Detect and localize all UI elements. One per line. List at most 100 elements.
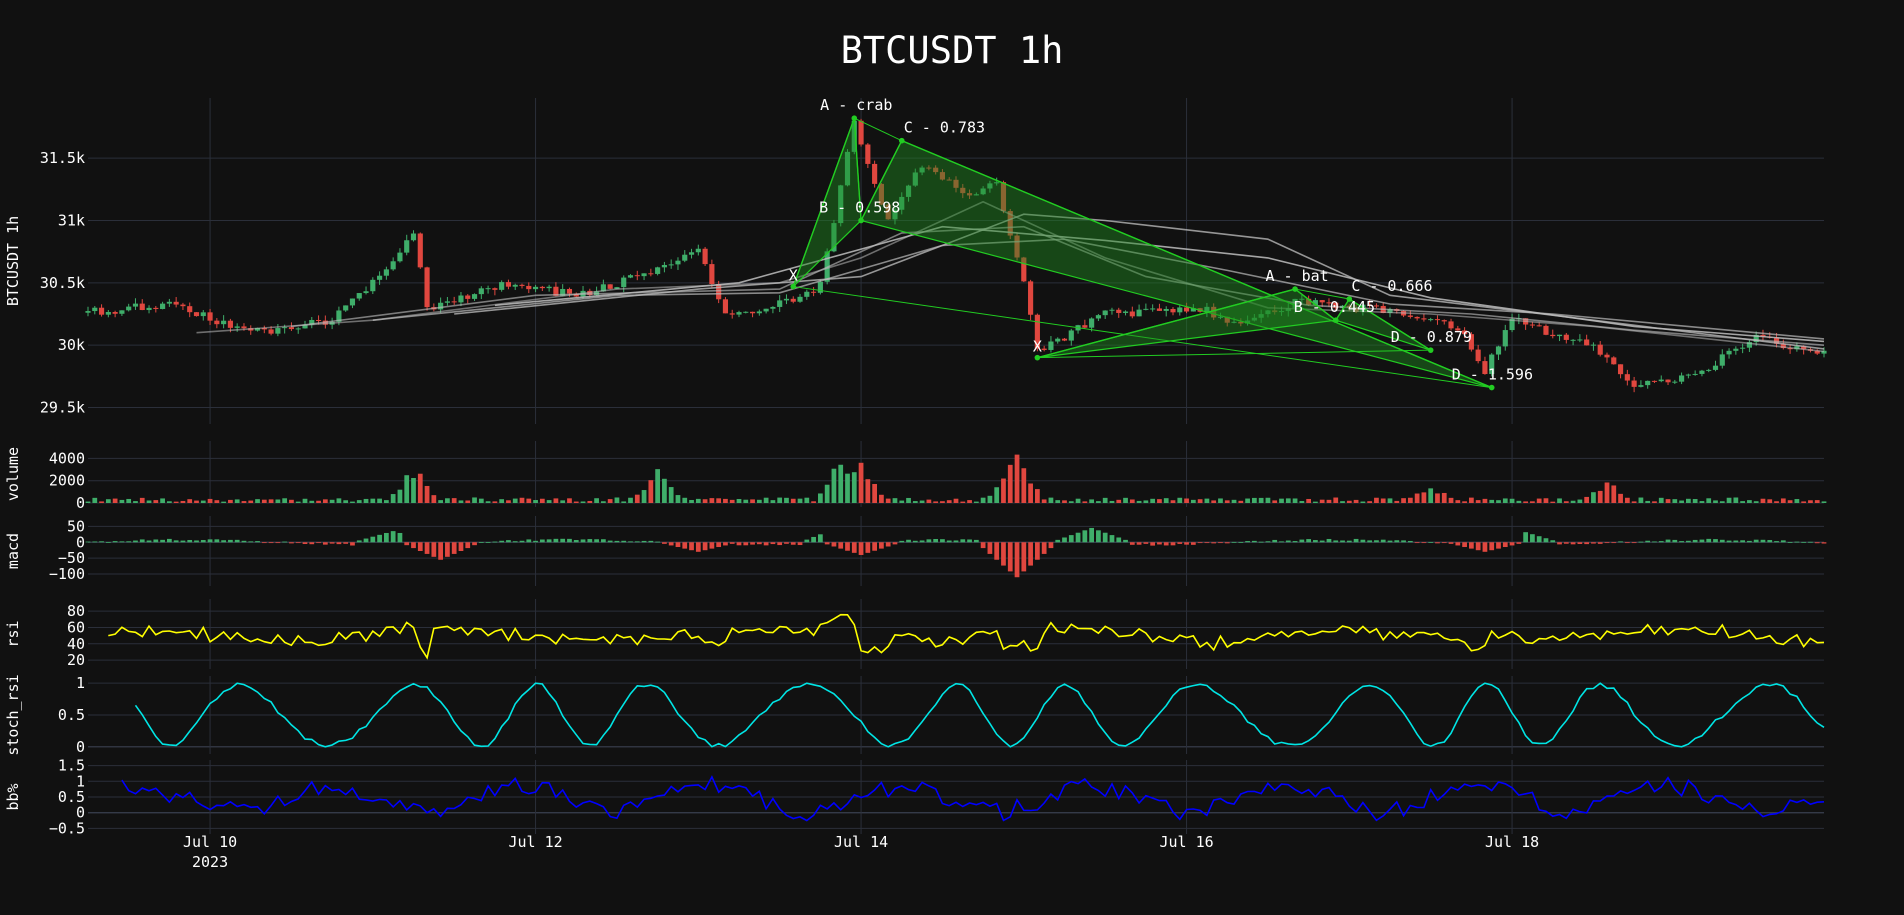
volume-bar [139,497,145,503]
macd-bar [1075,532,1081,543]
candle-body [1448,321,1454,329]
volume-bar [1353,499,1359,503]
volume-bar [1001,478,1006,503]
volume-bar [1462,501,1467,503]
macd-bar [1814,542,1820,544]
volume-bar [1475,500,1481,503]
moving-average-line [291,225,1825,346]
volume-bar [953,498,959,503]
macd-bar [750,542,755,545]
macd-bar [533,540,538,543]
volume-bar [1075,498,1081,503]
volume-bar [1658,497,1664,503]
candle-body [1251,317,1257,321]
volume-bar [200,500,206,503]
volume-bar [804,497,810,503]
volume-bar [973,501,979,503]
candle-body [315,319,322,321]
volume-bar [1774,501,1779,503]
candle-body [85,311,91,313]
candle-body [1821,350,1827,354]
volume-bar [1672,499,1678,503]
macd-bar [1414,542,1420,544]
macd-bar [1007,542,1013,572]
candle-body [1095,315,1101,319]
candle-body [1536,325,1542,327]
macd-bar [723,542,728,546]
volume-bar [594,498,599,503]
candle-body [1665,379,1671,383]
candle-body [221,320,227,325]
volume-bar [879,494,884,503]
macd-bar [743,542,749,546]
candle-body [960,187,966,194]
macd-bar [1150,542,1156,546]
macd-bar [1068,535,1074,543]
volume-bar [892,498,898,503]
macd-bar [1808,541,1813,543]
candle-body [92,307,98,312]
volume-bar [1346,500,1352,503]
volume-bar [99,501,104,503]
volume-bar [248,500,254,503]
candle-body [485,288,491,290]
volume-bar [390,494,396,503]
macd-bar [1319,540,1325,543]
volume-bar [648,480,654,503]
candle-body [1428,319,1434,321]
candle-body [973,194,979,196]
macd-bar [153,539,159,543]
candle-body [173,301,179,305]
macd-bar [858,542,864,555]
macd-bar [933,539,939,543]
volume-bar [1407,497,1413,503]
candle-body [1706,369,1712,371]
candle-body [1733,348,1739,351]
macd-bar [411,542,416,549]
candle-body [560,288,566,296]
pattern-point [1332,317,1339,324]
macd-bar [1455,542,1461,546]
macd-bar [309,542,315,545]
macd-bar [1489,542,1495,551]
macd-bar [492,541,498,543]
macd-bar [390,531,396,543]
candle-body [878,183,884,205]
bb-y-tick-label: 1.5 [58,757,85,775]
macd-bar [173,540,179,543]
macd-bar [1340,540,1345,543]
macd-bar [1496,542,1501,549]
candle-body [1692,373,1698,375]
volume-bar [289,499,294,503]
volume-bar [553,498,559,503]
volume-bar [1380,498,1386,503]
volume-bar [384,500,389,503]
candle-body [1760,334,1766,337]
macd-bar [1123,539,1128,543]
volume-bar [811,501,816,503]
pattern-label: D - 0.879 [1391,328,1472,346]
macd-bar [1801,541,1807,543]
volume-bar [1435,493,1440,503]
macd-bar [614,540,620,543]
macd-bar [1563,542,1569,544]
candle-body [1570,339,1576,341]
volume-bar [302,498,308,503]
candle-body [1061,338,1068,341]
macd-bar [573,540,579,543]
volume-bar [1570,500,1576,503]
macd-bar [777,542,783,546]
macd-bar [322,542,328,545]
volume-bar [851,472,857,503]
volume-bar [1733,497,1739,503]
macd-bar [1597,542,1603,544]
macd-bar [384,532,389,543]
macd-bar [119,541,125,543]
candle-body [1699,370,1705,374]
volume-y-tick-label: 4000 [49,449,85,467]
candle-body [1434,319,1441,321]
volume-bar [1713,500,1718,503]
volume-bar [723,498,728,503]
macd-bar [356,540,362,543]
pattern-line [854,117,902,142]
